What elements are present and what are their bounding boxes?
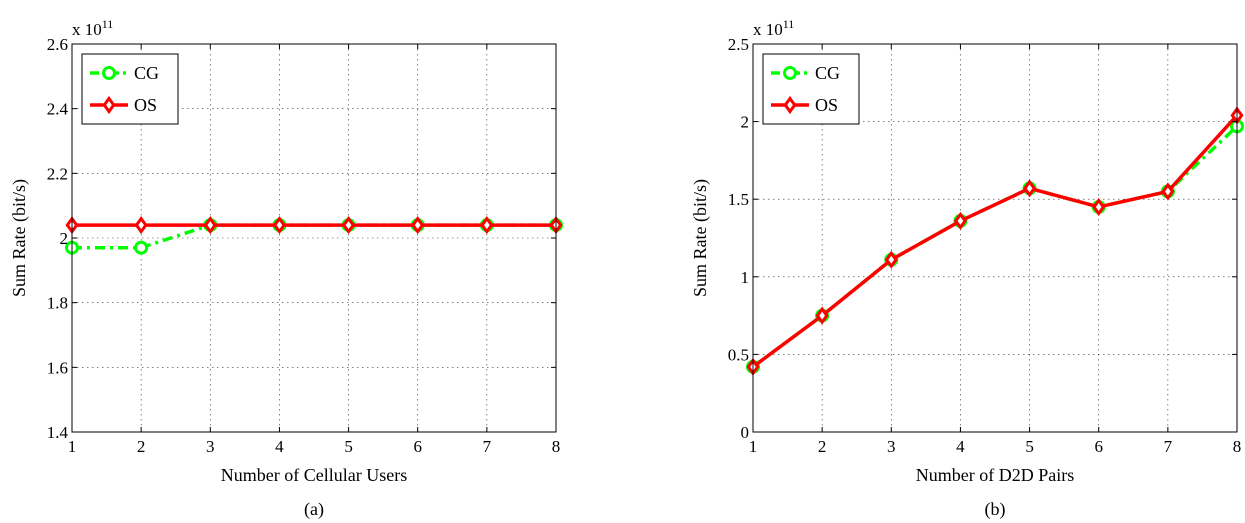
y-tick-label: 2.4 xyxy=(47,100,69,119)
y-tick-label: 0.5 xyxy=(728,345,749,364)
series-os-line xyxy=(751,114,1239,369)
x-tick-label: 4 xyxy=(275,437,284,456)
x-tick-label: 6 xyxy=(413,437,422,456)
legend-cg-marker xyxy=(102,66,116,80)
legend-cg-label: CG xyxy=(134,63,159,83)
x-tick-label: 3 xyxy=(887,437,896,456)
series-os-point xyxy=(272,215,286,235)
y-tick-label: 1.8 xyxy=(47,294,68,313)
x-tick-label: 8 xyxy=(1233,437,1242,456)
y-tick-label: 1 xyxy=(741,268,750,287)
x-tick-label: 7 xyxy=(1164,437,1173,456)
ticks: 1 2 3 4 5 6 7 8 0 0.5 1 1.5 2 2.5 xyxy=(728,35,1242,456)
series-os-point xyxy=(411,215,425,235)
legend-os-label: OS xyxy=(134,95,157,115)
ticks: 1 2 3 4 5 6 7 8 1.4 1.6 1.8 2 2.2 2.4 2.6 xyxy=(47,35,561,456)
y-tick-label: 2.2 xyxy=(47,164,68,183)
exponent-label: x 1011 xyxy=(753,17,794,39)
series-group xyxy=(65,215,563,255)
x-tick-label: 4 xyxy=(956,437,965,456)
series-os-point xyxy=(342,215,356,235)
series-os-point xyxy=(815,306,829,325)
series-os-point xyxy=(1023,179,1037,198)
legend-os-marker xyxy=(102,95,116,115)
y-axis-label: Sum Rate (bit/s) xyxy=(9,179,30,297)
x-tick-label: 5 xyxy=(1025,437,1034,456)
legend-box xyxy=(81,53,179,125)
y-tick-label: 1.5 xyxy=(728,190,749,209)
x-tick-label: 2 xyxy=(818,437,827,456)
series-os-point xyxy=(480,215,494,235)
x-tick-label: 1 xyxy=(68,437,77,456)
x-tick-label: 7 xyxy=(483,437,492,456)
legend-box xyxy=(762,53,860,125)
x-tick-label: 2 xyxy=(137,437,146,456)
chart-caption: (b) xyxy=(985,499,1006,520)
y-tick-label: 0 xyxy=(741,423,750,442)
series-os-point xyxy=(884,250,898,269)
legend-os-marker xyxy=(783,95,797,115)
legend: CG OS xyxy=(81,53,179,125)
x-tick-label: 6 xyxy=(1094,437,1103,456)
exponent-label: x 1011 xyxy=(72,17,113,39)
legend-cg-marker xyxy=(783,66,797,80)
series-os-point xyxy=(1092,197,1106,217)
y-tick-label: 2.5 xyxy=(728,35,749,54)
series-cg-point xyxy=(134,240,149,255)
series-os-point xyxy=(1161,182,1175,201)
series-os-point xyxy=(953,211,967,230)
y-tick-label: 2 xyxy=(741,113,750,132)
x-tick-label: 1 xyxy=(749,437,758,456)
legend-cg-label: CG xyxy=(815,63,840,83)
chart-caption: (a) xyxy=(304,499,324,520)
y-tick-label: 2.6 xyxy=(47,35,68,54)
legend: CG OS xyxy=(762,53,860,125)
x-tick-label: 3 xyxy=(206,437,215,456)
y-tick-label: 2 xyxy=(60,229,69,248)
x-tick-label: 8 xyxy=(552,437,561,456)
y-axis-label: Sum Rate (bit/s) xyxy=(690,179,711,297)
series-os-point xyxy=(203,215,217,235)
x-axis-label: Number of Cellular Users xyxy=(221,465,407,485)
plot-frame xyxy=(752,43,1238,433)
x-tick-label: 5 xyxy=(344,437,353,456)
legend-os-label: OS xyxy=(815,95,838,115)
x-axis-label: Number of D2D Pairs xyxy=(916,465,1074,485)
chart-b: 1 2 3 4 5 6 7 8 0 0.5 1 1.5 2 2.5 CG OS x 1011 Number … xyxy=(690,17,1244,520)
y-tick-label: 1.4 xyxy=(47,423,69,442)
series-os-point xyxy=(134,215,148,235)
y-tick-label: 1.6 xyxy=(47,358,68,377)
